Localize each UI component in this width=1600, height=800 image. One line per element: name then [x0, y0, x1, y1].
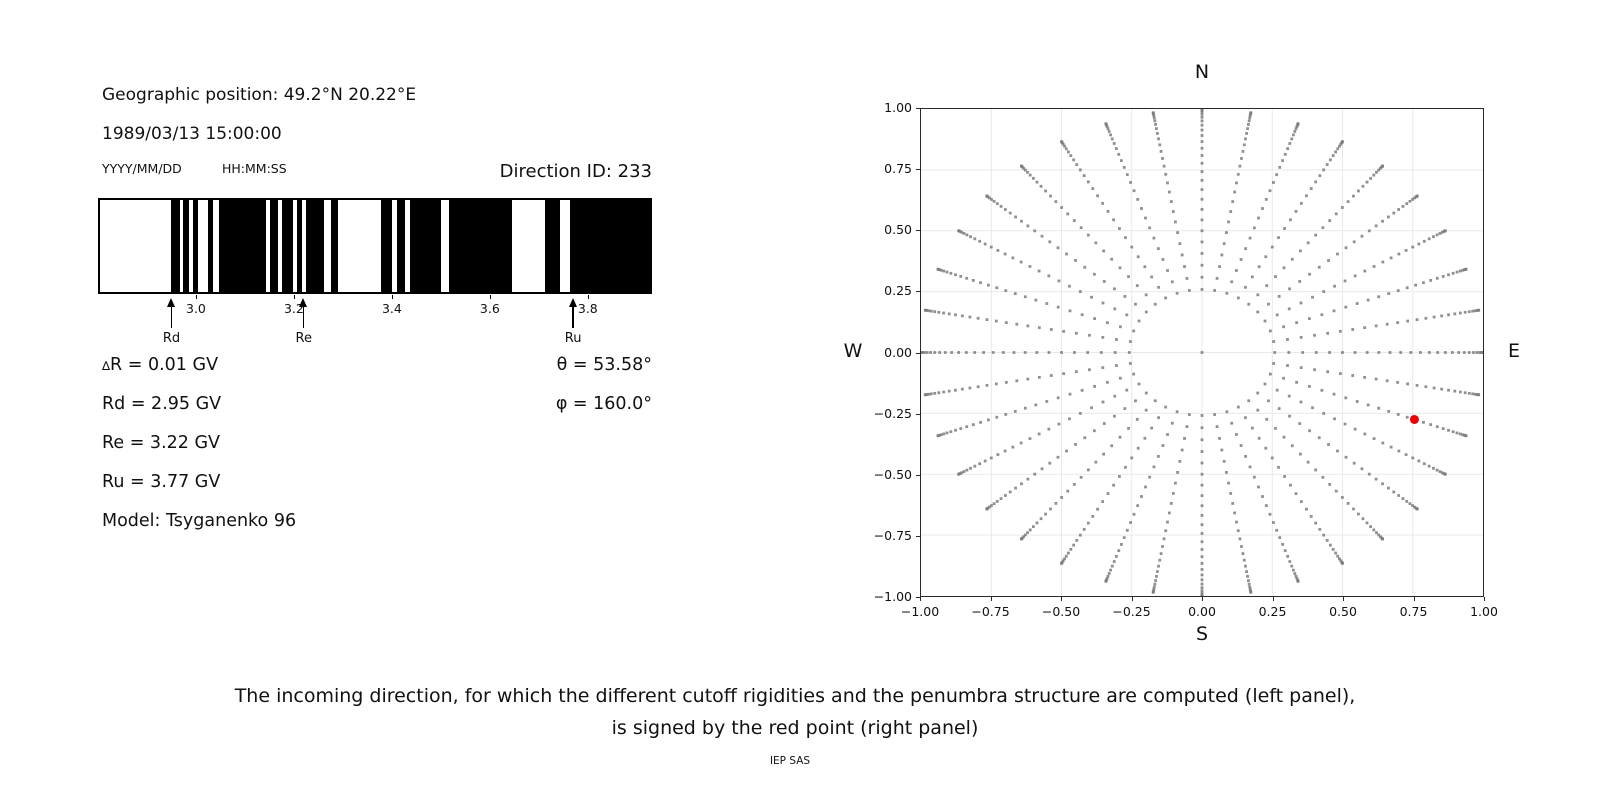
y-axis-tick-label: 0.25 [884, 283, 912, 299]
allowed-rigidity-band [545, 200, 561, 292]
time-format-hint: HH:MM:SS [222, 161, 287, 176]
allowed-rigidity-band [570, 200, 650, 292]
cutoff-arrow-label: Ru [564, 331, 582, 346]
rigidity-axis-tick [391, 295, 393, 299]
arrow-up-icon [299, 298, 308, 307]
x-axis-tick [1202, 597, 1203, 601]
caption-line-1: The incoming direction, for which the di… [234, 685, 1356, 707]
rigidity-axis-tick-label: 3.6 [479, 301, 500, 316]
allowed-rigidity-band [380, 200, 393, 292]
x-axis-tick [1413, 597, 1415, 601]
allowed-rigidity-band [397, 200, 406, 292]
geographic-position-text: Geographic position: 49.2°N 20.22°E [102, 85, 417, 105]
rigidity-axis-tick-label: 3.8 [577, 301, 598, 316]
delta-r-value: ∆R = 0.01 GV [102, 355, 219, 375]
allowed-rigidity-band [409, 200, 441, 292]
y-axis-tick [916, 108, 920, 109]
arrow-stem [572, 305, 574, 328]
rd-value: Rd = 2.95 GV [102, 394, 222, 414]
y-axis-tick-label: −0.75 [873, 527, 912, 543]
arrow-up-icon [568, 298, 577, 307]
x-axis-tick [1484, 597, 1485, 601]
datetime-text: 1989/03/13 15:00:00 [102, 124, 282, 144]
y-axis-tick-label: 0.00 [884, 344, 912, 360]
y-axis-tick-label: 1.00 [884, 100, 912, 115]
x-axis-tick-label: −0.75 [971, 604, 1010, 619]
rigidity-axis-tick-label: 3.4 [381, 301, 402, 316]
rigidity-axis-tick [293, 295, 295, 299]
date-format-hint: YYYY/MM/DD [102, 161, 182, 176]
re-value: Re = 3.22 GV [102, 433, 220, 453]
arrow-up-icon [166, 298, 175, 307]
x-axis-tick-label: 0.75 [1399, 604, 1428, 619]
penumbra-barcode-axis: 3.0 3.2 3.4 3.6 3.8 Rd Re Ru [98, 295, 652, 365]
selected-direction-red-point [1409, 414, 1419, 424]
y-axis-tick-label: −0.50 [873, 466, 912, 482]
rigidity-axis-tick [587, 295, 589, 299]
x-axis-tick-label: −0.25 [1112, 604, 1151, 619]
y-axis-tick [916, 474, 920, 476]
compass-west-label: W [843, 340, 863, 362]
direction-id-text: Direction ID: 233 [499, 161, 652, 182]
allowed-rigidity-band [171, 200, 180, 292]
y-axis-tick-label: −1.00 [873, 589, 912, 604]
y-axis-tick [916, 230, 920, 232]
direction-plot-frame [920, 108, 1484, 597]
compass-north-label: N [1194, 61, 1210, 83]
direction-plot-canvas [921, 109, 1483, 596]
allowed-rigidity-band [183, 200, 189, 292]
allowed-rigidity-band [192, 200, 198, 292]
compass-east-label: E [1507, 340, 1521, 362]
y-axis-tick-label: 0.75 [884, 161, 912, 177]
y-axis-tick [916, 535, 920, 537]
y-axis-tick-label: −0.25 [873, 405, 912, 421]
x-axis-tick-label: −1.00 [900, 604, 940, 619]
x-axis-tick-label: −0.50 [1041, 604, 1081, 619]
rigidity-axis-tick [195, 295, 197, 299]
rigidity-axis-tick-label: 3.2 [283, 301, 304, 316]
model-name: Model: Tsyganenko 96 [102, 511, 297, 531]
allowed-rigidity-band [208, 200, 214, 292]
y-axis-tick [916, 413, 920, 415]
cutoff-arrow-label: Rd [162, 331, 181, 346]
ru-value: Ru = 3.77 GV [102, 472, 221, 492]
y-axis-tick [916, 597, 920, 598]
arrow-stem [170, 305, 173, 328]
y-axis-tick [916, 169, 920, 171]
phi-value: φ = 160.0° [555, 394, 652, 414]
arrow-stem [302, 305, 305, 328]
allowed-rigidity-band [219, 200, 266, 292]
y-axis-tick-label: 0.50 [884, 222, 912, 238]
x-axis-tick-label: 0.25 [1258, 604, 1287, 619]
cutoff-arrow-label: Re [295, 331, 312, 346]
x-axis-tick-label: 0.00 [1188, 604, 1216, 619]
allowed-rigidity-band [449, 200, 513, 292]
x-axis-tick [1131, 597, 1133, 601]
x-axis-tick [1061, 597, 1062, 601]
allowed-rigidity-band [330, 200, 339, 292]
allowed-rigidity-band [306, 200, 324, 292]
x-axis-tick [990, 597, 992, 601]
penumbra-barcode-plot [98, 198, 652, 294]
x-axis-tick [1272, 597, 1274, 601]
caption-line-2: is signed by the red point (right panel) [611, 717, 979, 739]
compass-south-label: S [1195, 623, 1209, 645]
x-axis-tick-label: 0.50 [1329, 604, 1357, 619]
x-axis-tick [920, 597, 921, 601]
allowed-rigidity-band [297, 200, 303, 292]
y-axis-tick [916, 291, 920, 293]
y-axis-tick [916, 352, 920, 354]
allowed-rigidity-band [281, 200, 294, 292]
direction-grid-dots [921, 109, 1483, 596]
x-axis-tick [1343, 597, 1344, 601]
x-axis-tick-label: 1.00 [1470, 604, 1498, 619]
credit-text: IEP SAS [769, 755, 811, 767]
theta-value: θ = 53.58° [556, 355, 652, 375]
rigidity-axis-tick [489, 295, 491, 299]
rigidity-axis-tick-label: 3.0 [186, 301, 206, 316]
allowed-rigidity-band [269, 200, 278, 292]
